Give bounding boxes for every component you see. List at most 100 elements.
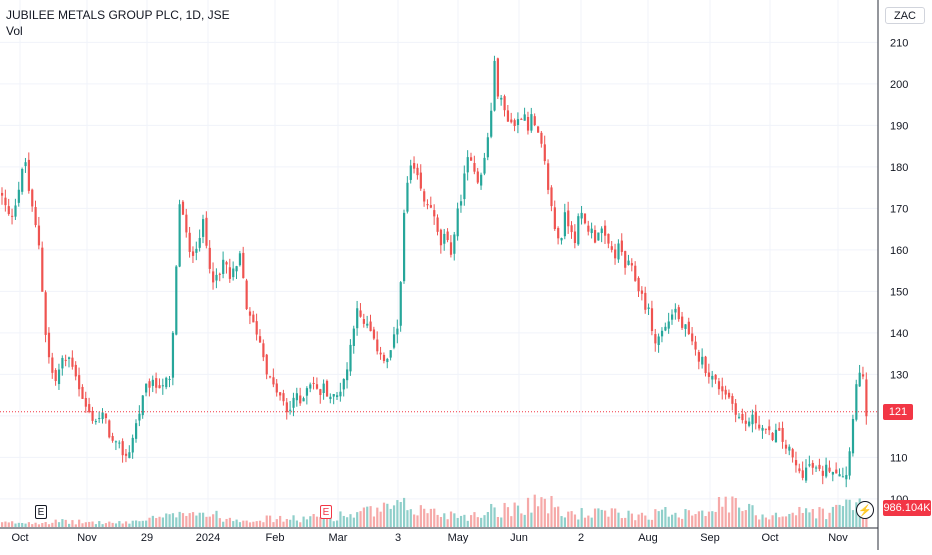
candle-body xyxy=(624,251,627,268)
volume-bar xyxy=(148,517,151,527)
candle-body xyxy=(419,172,422,189)
earnings-marker[interactable]: E xyxy=(35,505,47,519)
volume-bar xyxy=(406,510,409,527)
candle-body xyxy=(744,420,747,424)
candle-body xyxy=(470,157,473,161)
currency-badge[interactable]: ZAC xyxy=(885,7,925,24)
volume-bar xyxy=(540,497,543,527)
volume-bar xyxy=(309,516,312,527)
volume-bar xyxy=(466,520,469,527)
candle-body xyxy=(336,395,339,397)
volume-bar xyxy=(449,511,453,527)
volume-bar xyxy=(191,512,195,527)
volume-bar xyxy=(352,517,355,527)
volume-bar xyxy=(741,511,744,527)
volume-bar xyxy=(78,519,81,527)
volume-bar xyxy=(459,515,463,527)
volume-bar xyxy=(295,520,298,527)
volume-indicator-label[interactable]: Vol xyxy=(6,24,23,38)
candle-body xyxy=(262,343,265,358)
volume-bar xyxy=(731,496,734,527)
volume-bar xyxy=(305,519,309,527)
candle-body xyxy=(724,389,727,395)
volume-bar xyxy=(587,515,590,527)
candle-body xyxy=(751,414,754,425)
volume-bar xyxy=(811,509,814,527)
volume-bar xyxy=(610,508,613,527)
candle-body xyxy=(181,201,185,215)
candle-body xyxy=(282,393,285,402)
volume-bar xyxy=(754,515,757,527)
volume-bar xyxy=(71,520,74,527)
candle-body xyxy=(771,432,774,441)
candle-body xyxy=(717,381,721,390)
candle-body xyxy=(677,307,680,320)
candle-body xyxy=(577,216,580,245)
volume-bar xyxy=(289,519,292,527)
candle-body xyxy=(503,96,506,111)
volume-bar xyxy=(684,509,687,527)
candle-body xyxy=(543,144,546,162)
volume-bar xyxy=(135,520,138,527)
candle-body xyxy=(81,386,84,399)
candle-body xyxy=(439,229,443,246)
candle-body xyxy=(292,397,295,408)
candle-body xyxy=(781,427,784,442)
volume-bar xyxy=(526,497,530,527)
candle-body xyxy=(818,464,821,469)
volume-bar xyxy=(141,520,144,527)
volume-bar xyxy=(44,522,47,527)
candle-body xyxy=(687,321,690,335)
candle-body xyxy=(111,436,114,441)
volume-bar xyxy=(771,515,774,527)
volume-bar xyxy=(805,508,808,527)
volume-bar xyxy=(396,500,399,527)
candle-body xyxy=(84,398,87,407)
volume-bar xyxy=(339,511,342,527)
volume-bar xyxy=(104,523,108,527)
volume-bar xyxy=(650,519,654,527)
candle-body xyxy=(858,372,861,387)
volume-bar xyxy=(198,512,201,527)
y-tick-label: 190 xyxy=(890,120,908,132)
volume-bar xyxy=(453,513,456,527)
volume-bar xyxy=(255,521,258,527)
candle-body xyxy=(376,339,379,352)
candle-body xyxy=(121,441,124,456)
volume-bar xyxy=(701,510,704,527)
volume-bar xyxy=(128,523,131,527)
volume-bar xyxy=(312,514,315,527)
candle-body xyxy=(322,383,325,394)
candle-body xyxy=(302,398,305,402)
earnings-marker[interactable]: E xyxy=(320,505,332,519)
volume-bar xyxy=(252,521,255,527)
volume-bar xyxy=(516,505,520,527)
candle-body xyxy=(7,206,10,215)
candle-body xyxy=(835,469,838,474)
candle-body xyxy=(627,260,630,265)
volume-bar xyxy=(121,523,124,527)
y-tick-label: 130 xyxy=(890,369,908,381)
candle-body xyxy=(825,464,828,477)
x-tick-label: May xyxy=(448,532,469,544)
x-tick-label: Nov xyxy=(828,532,848,544)
volume-bar xyxy=(553,507,556,527)
lightning-icon[interactable]: ⚡ xyxy=(856,501,874,519)
candle-body xyxy=(238,253,242,266)
volume-bar xyxy=(627,510,630,527)
candle-body xyxy=(453,234,456,254)
candle-body xyxy=(486,137,489,158)
volume-bar xyxy=(68,523,71,527)
volume-bar xyxy=(480,517,483,527)
x-tick-label: Sep xyxy=(700,532,720,544)
candle-body xyxy=(44,292,47,335)
volume-bar xyxy=(704,516,707,527)
candle-body xyxy=(178,204,181,267)
candle-body xyxy=(255,321,258,335)
candle-body xyxy=(731,396,734,404)
volume-bar xyxy=(91,521,94,527)
candle-body xyxy=(198,237,201,248)
candle-body xyxy=(560,238,563,241)
